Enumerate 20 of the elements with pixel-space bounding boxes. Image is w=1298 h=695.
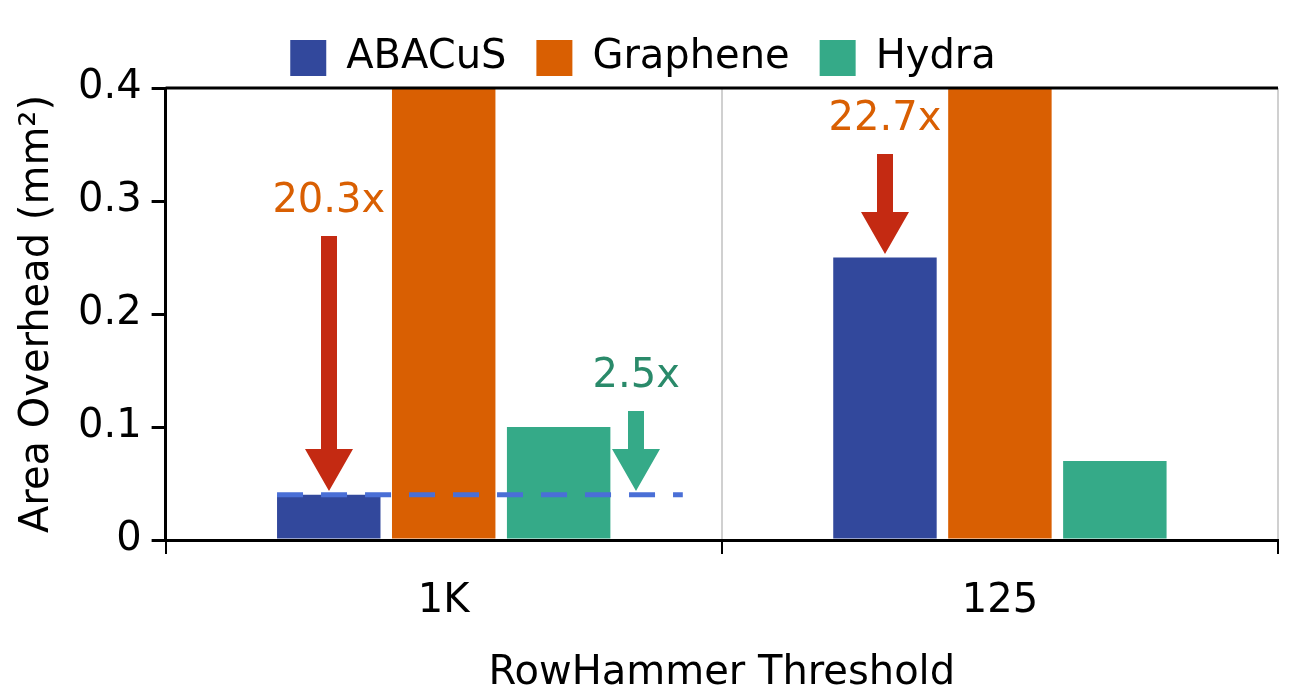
bar xyxy=(833,257,937,539)
y-axis-title: Area Overhead (mm²) xyxy=(11,94,58,534)
y-tick-label: 0 xyxy=(116,513,142,560)
y-tick-label: 0.4 xyxy=(77,61,142,108)
y-tick-label: 0.1 xyxy=(77,400,142,447)
legend-label: ABACuS xyxy=(346,31,507,78)
x-tick-label: 1K xyxy=(417,575,472,622)
x-axis-title: RowHammer Threshold xyxy=(488,647,956,694)
annotation: 20.3x xyxy=(272,175,386,222)
annotation: 2.5x xyxy=(592,350,680,397)
bar xyxy=(391,88,496,539)
x-tick-label: 125 xyxy=(961,575,1039,622)
bar xyxy=(1063,460,1167,539)
y-tick-label: 0.3 xyxy=(77,174,142,221)
y-tick-label: 0.2 xyxy=(77,287,142,334)
annotation: 22.7x xyxy=(828,92,942,139)
legend-label: Graphene xyxy=(592,31,790,78)
bar xyxy=(948,88,1052,539)
bar xyxy=(277,494,381,539)
legend-label: Hydra xyxy=(875,31,996,78)
